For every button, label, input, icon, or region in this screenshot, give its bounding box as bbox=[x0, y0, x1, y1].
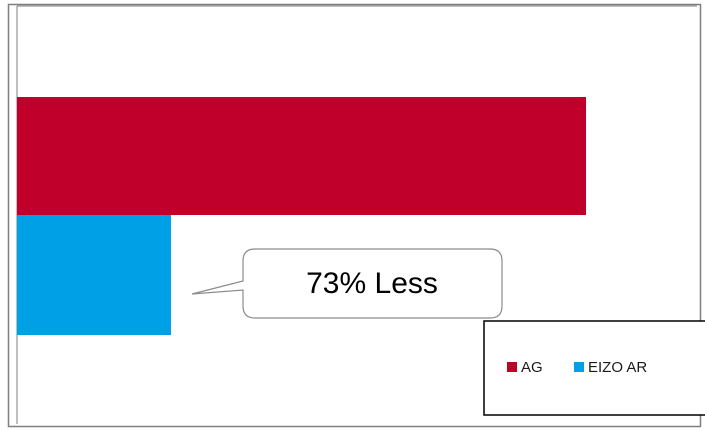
legend-swatch-eizo-ar bbox=[574, 362, 584, 372]
legend-label-eizo-ar: EIZO AR bbox=[588, 359, 647, 376]
bar-eizo-ar bbox=[17, 215, 171, 335]
legend: AG EIZO AR bbox=[483, 320, 705, 416]
callout-shape bbox=[191, 248, 503, 319]
callout-bubble: 73% Less bbox=[191, 248, 503, 319]
bar-ag bbox=[17, 97, 586, 215]
legend-swatch-ag bbox=[507, 362, 517, 372]
legend-box bbox=[483, 320, 705, 416]
legend-label-ag: AG bbox=[521, 359, 543, 376]
callout-text: 73% Less bbox=[306, 267, 438, 300]
